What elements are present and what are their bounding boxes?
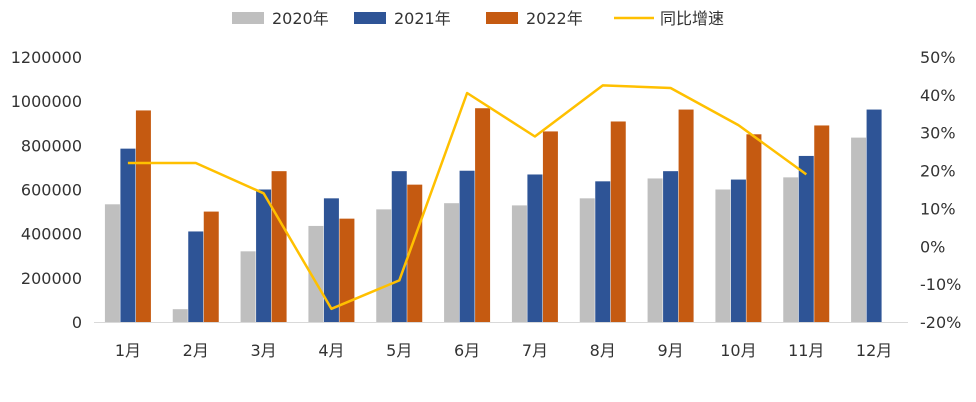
bar (647, 178, 663, 322)
bar (308, 225, 324, 322)
bar (339, 218, 355, 322)
legend-swatch (354, 12, 386, 24)
bar (459, 170, 475, 322)
bar (866, 109, 882, 322)
bar (595, 181, 611, 322)
left-y-tick-label: 200000 (21, 269, 82, 288)
x-tick-label: 2月 (183, 341, 209, 360)
left-y-axis: 0 200000 400000 600000 800000 1000000 1200000 (11, 48, 82, 332)
bar (814, 125, 830, 322)
bar (256, 189, 272, 322)
bar (730, 179, 746, 322)
left-y-tick-label: 400000 (21, 225, 82, 244)
bar (407, 184, 423, 322)
bar (798, 155, 814, 322)
bar (240, 251, 256, 322)
right-y-tick-label: 0% (920, 237, 945, 256)
legend-swatch (232, 12, 264, 24)
x-axis-labels: 1月 2月 3月 4月 5月 6月 7月 8月 9月 10月 11月 12月 (115, 341, 892, 360)
line-series (127, 84, 808, 311)
right-y-tick-label: 40% (920, 86, 956, 105)
right-y-axis: -20% -10% 0% 10% 20% 30% 40% 50% (920, 48, 961, 332)
x-tick-label: 1月 (115, 341, 141, 360)
right-y-tick-label: -10% (920, 275, 961, 294)
bar (271, 171, 287, 322)
bar (444, 203, 460, 322)
bar (391, 171, 407, 322)
bar (172, 309, 188, 322)
bar (135, 110, 151, 322)
legend-label: 2020年 (272, 9, 329, 28)
legend-label: 2022年 (526, 9, 583, 28)
bar (323, 198, 339, 322)
bar-series (104, 108, 882, 322)
bar (579, 198, 595, 322)
x-tick-label: 7月 (522, 341, 548, 360)
legend-swatch (486, 12, 518, 24)
bar (104, 204, 120, 322)
legend-label: 同比增速 (660, 9, 724, 28)
x-tick-label: 8月 (590, 341, 616, 360)
x-tick-label: 3月 (250, 341, 276, 360)
right-y-tick-label: 10% (920, 199, 956, 218)
bar (746, 134, 762, 322)
bar (120, 148, 136, 322)
x-tick-label: 12月 (856, 341, 892, 360)
bar (715, 189, 731, 322)
bar (475, 108, 491, 322)
bar (511, 205, 527, 322)
left-y-tick-label: 1200000 (11, 48, 82, 67)
legend-label: 2021年 (394, 9, 451, 28)
bar (783, 177, 799, 322)
x-tick-label: 10月 (720, 341, 756, 360)
bar (663, 171, 679, 322)
right-y-tick-label: 20% (920, 162, 956, 181)
bar (678, 109, 694, 322)
bar (542, 131, 558, 322)
bar (610, 121, 626, 322)
left-y-tick-label: 800000 (21, 136, 82, 155)
bar (188, 231, 204, 322)
x-tick-label: 9月 (657, 341, 683, 360)
bar (376, 209, 392, 322)
legend: 2020年 2021年 2022年 同比增速 (232, 9, 724, 28)
right-y-tick-label: 50% (920, 48, 956, 67)
x-tick-label: 4月 (318, 341, 344, 360)
left-y-tick-label: 1000000 (11, 92, 82, 111)
bar (851, 137, 867, 322)
growth-rate-line (127, 84, 808, 311)
bar (527, 174, 543, 322)
x-tick-label: 11月 (788, 341, 824, 360)
x-tick-label: 6月 (454, 341, 480, 360)
left-y-tick-label: 0 (72, 313, 82, 332)
right-y-tick-label: 30% (920, 124, 956, 143)
left-y-tick-label: 600000 (21, 181, 82, 200)
x-tick-label: 5月 (386, 341, 412, 360)
right-y-tick-label: -20% (920, 313, 961, 332)
bar (203, 211, 219, 322)
